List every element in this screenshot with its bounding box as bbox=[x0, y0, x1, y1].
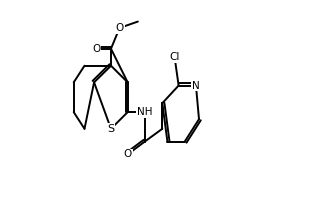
Text: O: O bbox=[92, 44, 100, 54]
Text: O: O bbox=[123, 149, 132, 159]
Text: N: N bbox=[192, 81, 200, 90]
Text: NH: NH bbox=[137, 107, 153, 117]
Text: O: O bbox=[115, 23, 124, 33]
Text: Cl: Cl bbox=[169, 52, 180, 62]
Text: S: S bbox=[107, 124, 114, 134]
